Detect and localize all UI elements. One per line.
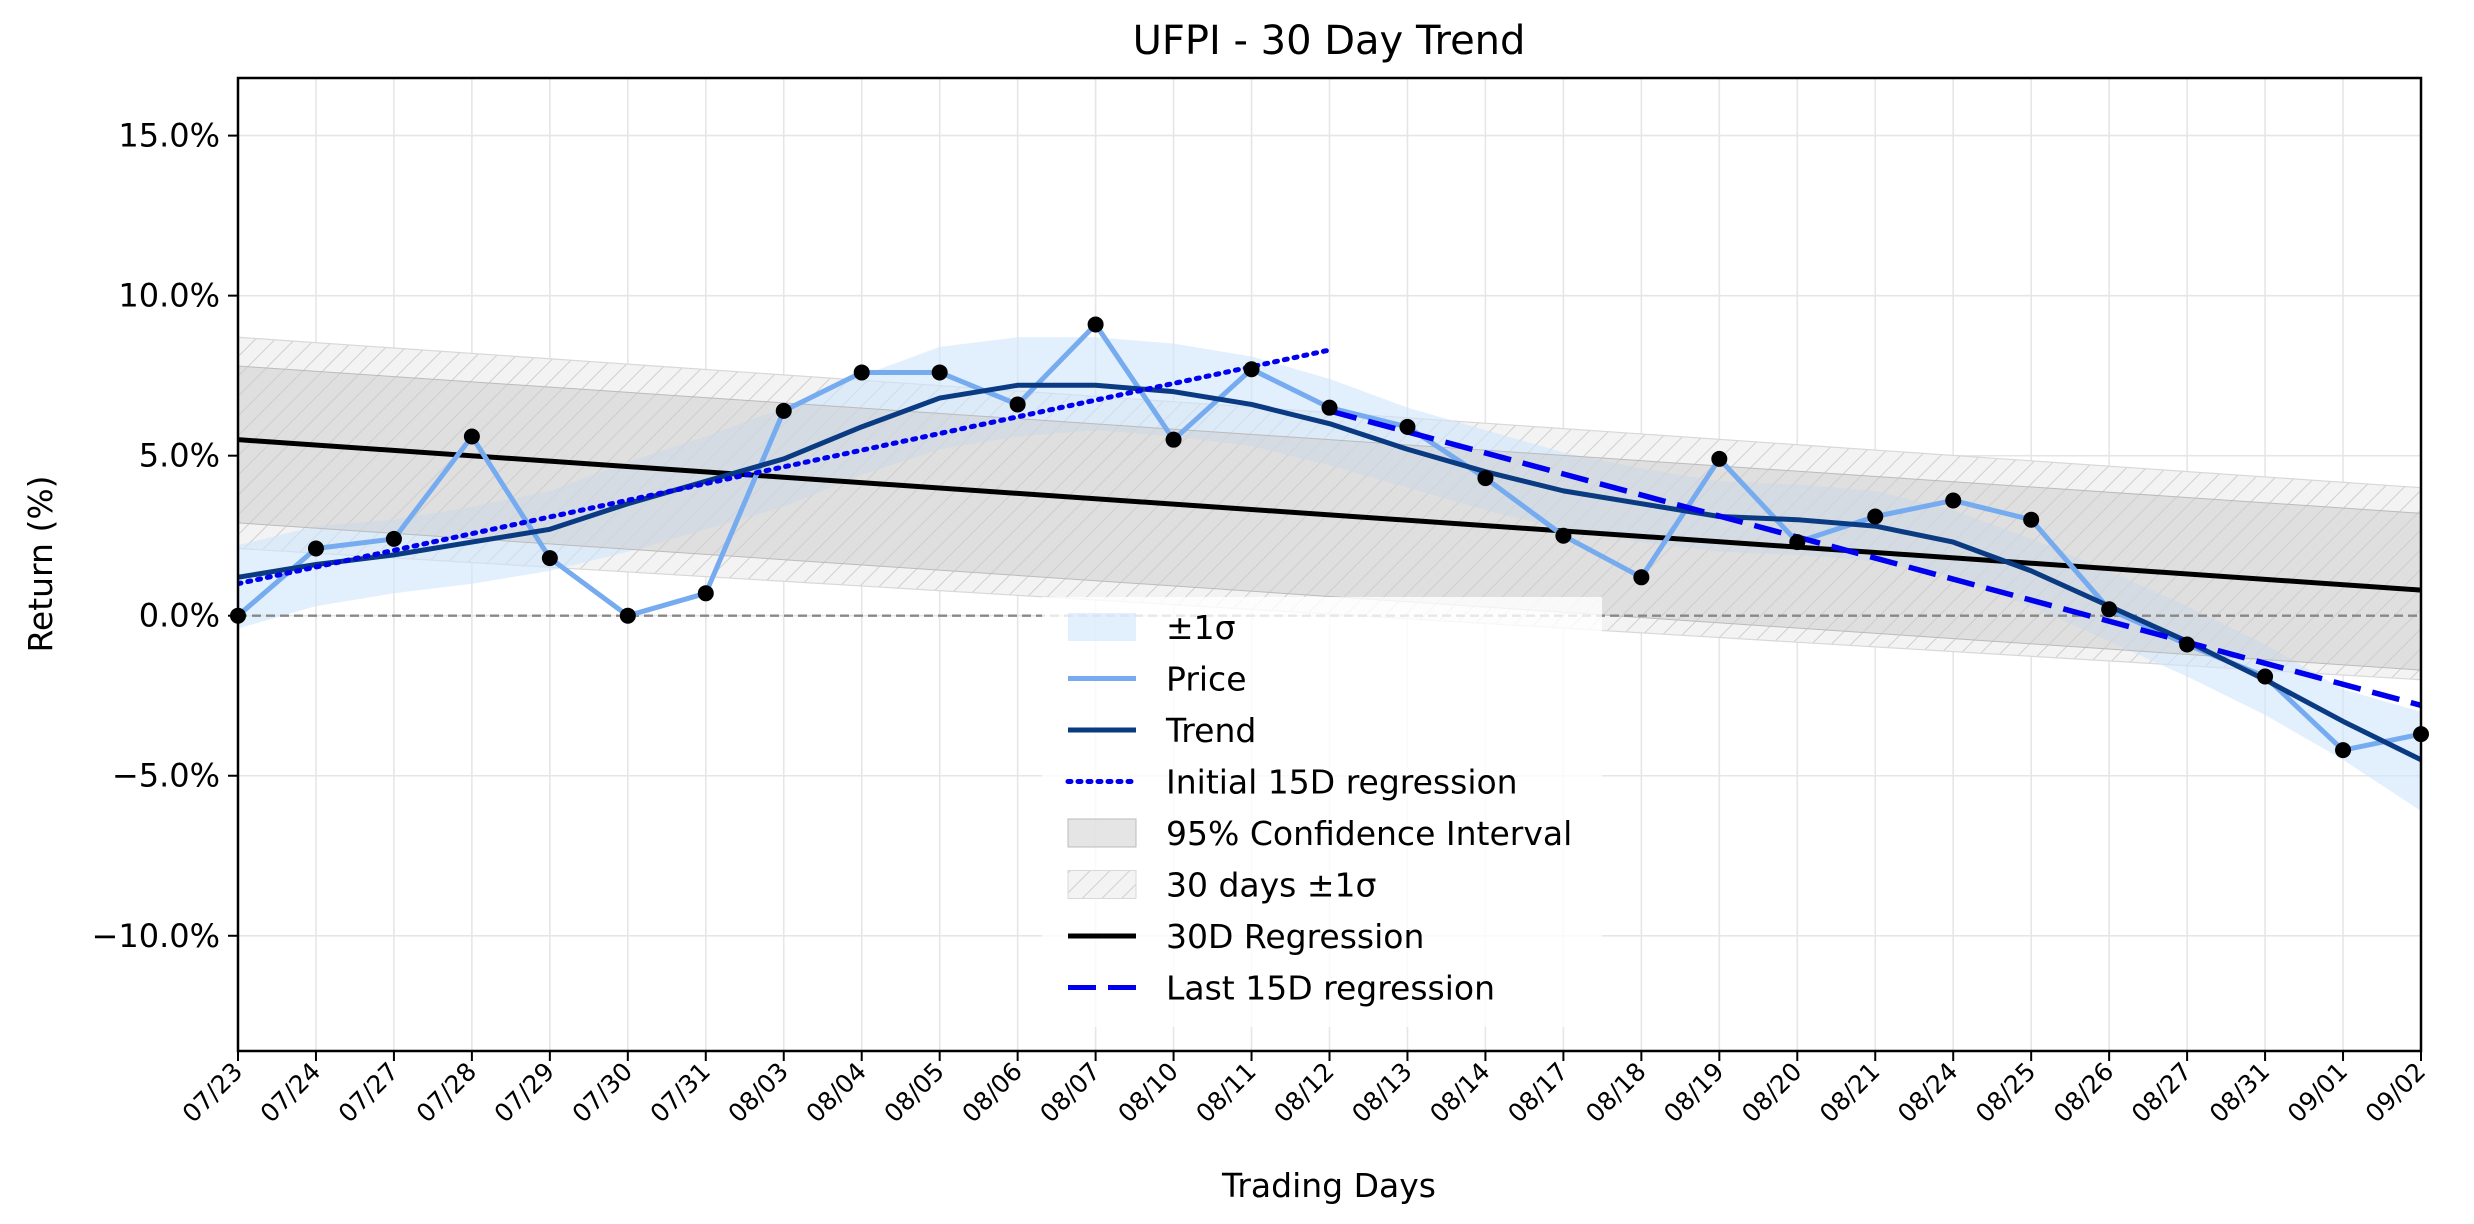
price-point [385, 530, 402, 547]
legend-entry-trend: Trend [1068, 711, 1256, 750]
y-axis-ticks: 15.0% 10.0% 5.0% 0.0% −5.0% −10.0% [92, 117, 238, 955]
xtick-label: 08/12 [1268, 1057, 1339, 1128]
price-point [1087, 316, 1104, 333]
price-point [463, 428, 480, 445]
xtick-label: 08/19 [1658, 1057, 1729, 1128]
series-initial-15d-regression [238, 347, 1332, 587]
price-point [2023, 511, 2040, 528]
legend-label: Last 15D regression [1166, 969, 1495, 1008]
xtick-label: 09/02 [2360, 1057, 2431, 1128]
price-point [1867, 508, 1884, 525]
legend-label: ±1σ [1166, 608, 1236, 647]
xtick-label: 07/27 [333, 1057, 404, 1128]
price-point [2335, 742, 2352, 759]
legend-swatch [1068, 613, 1136, 641]
price-point [931, 364, 948, 381]
xtick-label: 07/30 [567, 1057, 638, 1128]
xtick-label: 08/25 [1970, 1057, 2041, 1128]
xtick-label: 07/24 [255, 1057, 326, 1128]
price-point [1633, 569, 1650, 586]
xtick-label: 09/01 [2282, 1057, 2353, 1128]
legend-label: Initial 15D regression [1166, 763, 1518, 802]
legend-entry-pm1sigma: ±1σ [1068, 608, 1236, 647]
price-point [2257, 668, 2274, 685]
legend-swatch [1067, 870, 1137, 899]
price-point [2101, 601, 2118, 618]
ytick-label: 5.0% [139, 437, 220, 475]
xtick-label: 08/14 [1424, 1057, 1495, 1128]
legend-label: 30D Regression [1166, 917, 1424, 956]
price-points [230, 316, 2429, 759]
xtick-label: 08/07 [1034, 1057, 1105, 1128]
legend-entry-30d-regression: 30D Regression [1068, 917, 1424, 956]
xtick-label: 08/05 [878, 1057, 949, 1128]
series-30d-regression [238, 437, 2421, 593]
xtick-label: 08/20 [1736, 1057, 1807, 1128]
legend-box [1042, 597, 1602, 1027]
price-point [1321, 399, 1338, 416]
ytick-label: 15.0% [118, 117, 220, 155]
bands [238, 336, 2421, 811]
chart-title: UFPI - 30 Day Trend [1133, 18, 1526, 64]
band-95pct-confidence-interval [238, 365, 2421, 671]
legend-entry-30-days-pm1sigma: 30 days ±1σ [1067, 866, 1376, 905]
legend: ±1σ Price Trend Initial 15D regression 95% C… [1042, 597, 1602, 1027]
price-point [1243, 361, 1260, 378]
ytick-label: 10.0% [118, 277, 220, 315]
xtick-label: 07/29 [489, 1057, 560, 1128]
xtick-label: 08/11 [1190, 1057, 1261, 1128]
series-trend [238, 382, 2421, 762]
legend-label: 30 days ±1σ [1166, 866, 1376, 905]
price-point [1399, 418, 1416, 435]
price-point [1945, 492, 1962, 509]
xtick-label: 08/13 [1346, 1057, 1417, 1128]
price-point [541, 550, 558, 567]
xtick-label: 08/31 [2204, 1057, 2275, 1128]
xtick-label: 08/24 [1892, 1057, 1963, 1128]
price-point [1711, 450, 1728, 467]
legend-label: Trend [1165, 711, 1256, 750]
price-point [1789, 534, 1806, 551]
price-point [853, 364, 870, 381]
legend-entry-last-15d-regression: Last 15D regression [1068, 969, 1495, 1008]
ytick-label: −5.0% [112, 757, 220, 795]
xtick-label: 08/06 [956, 1057, 1027, 1128]
series-last-15d-regression [1328, 408, 2421, 708]
price-point [775, 402, 792, 419]
xtick-label: 07/23 [177, 1057, 248, 1128]
xtick-label: 08/10 [1112, 1057, 1183, 1128]
legend-label: 95% Confidence Interval [1166, 814, 1572, 853]
xtick-label: 08/26 [2048, 1057, 2119, 1128]
price-point [1009, 396, 1026, 413]
ytick-label: 0.0% [139, 597, 220, 635]
y-axis-label: Return (%) [21, 475, 60, 652]
price-point [1165, 431, 1182, 448]
x-axis-ticks: 07/23 07/24 07/27 07/28 07/29 07/30 07/31 08/03… [177, 1051, 2431, 1128]
x-axis-label: Trading Days [1221, 1166, 1436, 1205]
xtick-label: 08/27 [2126, 1057, 2197, 1128]
price-point [2179, 636, 2196, 653]
xtick-label: 08/04 [801, 1057, 872, 1128]
xtick-label: 07/28 [411, 1057, 482, 1128]
price-point [697, 585, 714, 602]
legend-swatch [1067, 818, 1137, 848]
price-point [1555, 527, 1572, 544]
xtick-label: 08/18 [1580, 1057, 1651, 1128]
price-point [307, 540, 324, 557]
xtick-label: 08/03 [723, 1057, 794, 1128]
price-point [619, 607, 636, 624]
xtick-label: 08/17 [1502, 1057, 1573, 1128]
ytick-label: −10.0% [92, 917, 220, 955]
legend-label: Price [1166, 660, 1247, 699]
xtick-label: 07/31 [645, 1057, 716, 1128]
legend-entry-95pct-confidence-interval: 95% Confidence Interval [1067, 814, 1572, 853]
legend-entry-price: Price [1068, 660, 1247, 699]
price-point [1477, 470, 1494, 487]
legend-entry-initial-15d-regression: Initial 15D regression [1065, 763, 1518, 802]
xtick-label: 08/21 [1814, 1057, 1885, 1128]
